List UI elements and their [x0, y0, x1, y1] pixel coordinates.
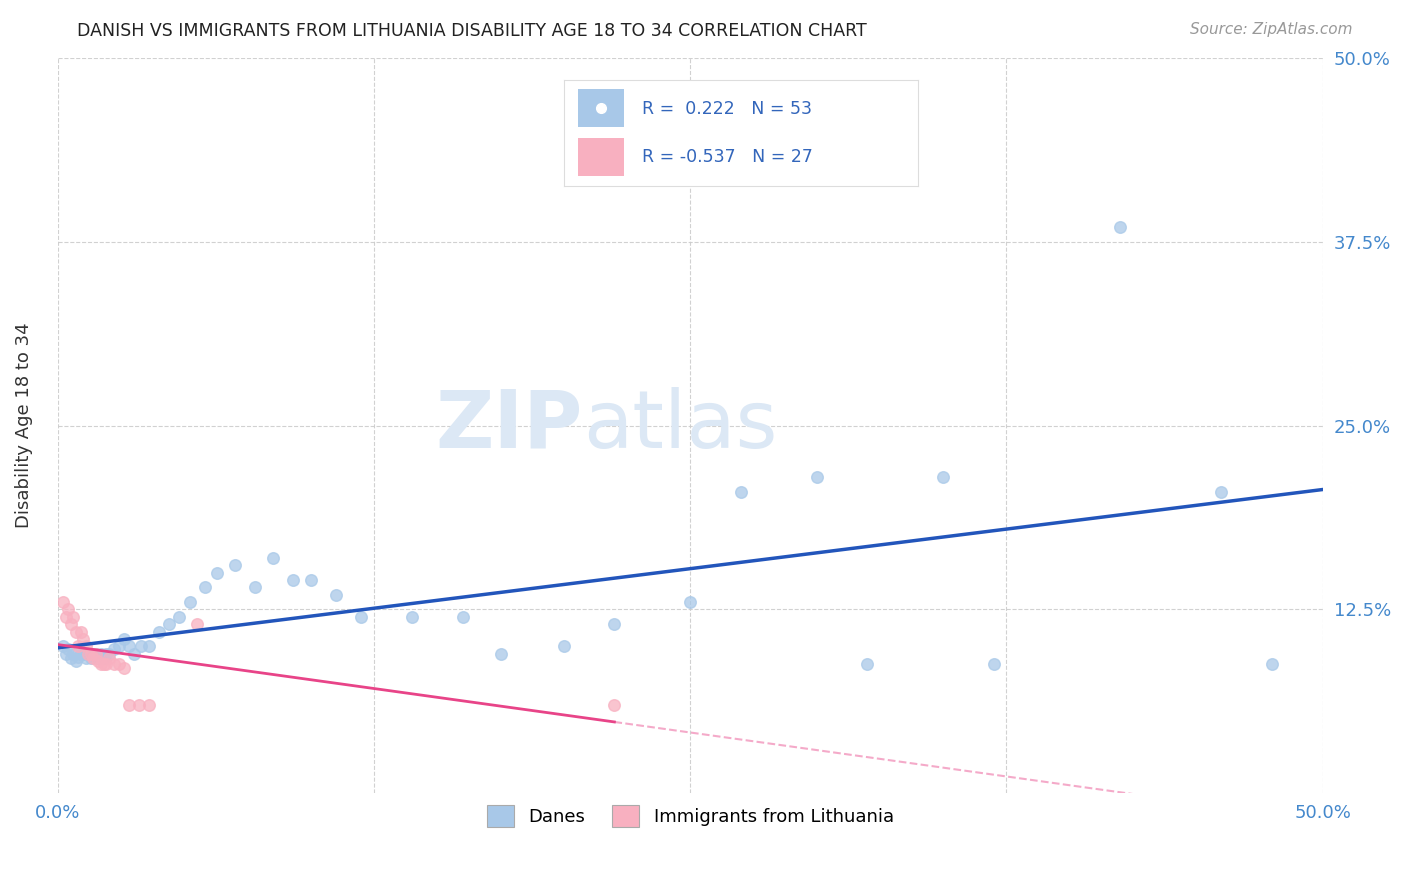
Point: [603, 698, 626, 712]
Point: [179, 595, 201, 609]
Point: [1109, 219, 1132, 234]
Point: [67, 639, 90, 653]
Point: [65, 654, 87, 668]
Point: [186, 617, 208, 632]
Point: [299, 573, 322, 587]
Point: [489, 647, 512, 661]
Point: [82, 647, 104, 661]
Point: [118, 698, 141, 712]
Point: [856, 657, 879, 671]
Point: [118, 639, 141, 653]
Point: [103, 642, 125, 657]
Point: [90, 657, 112, 671]
Text: atlas: atlas: [582, 386, 778, 465]
Point: [56, 642, 79, 657]
Point: [983, 657, 1005, 671]
Point: [131, 639, 153, 653]
Point: [224, 558, 246, 573]
Point: [52, 639, 75, 653]
Point: [1211, 484, 1233, 499]
Point: [122, 647, 145, 661]
Y-axis label: Disability Age 18 to 34: Disability Age 18 to 34: [15, 323, 32, 528]
Point: [350, 609, 373, 624]
Point: [283, 573, 305, 587]
Point: [65, 624, 87, 639]
Point: [148, 624, 170, 639]
Point: [87, 651, 110, 665]
Point: [94, 647, 117, 661]
Point: [84, 647, 107, 661]
Point: [262, 550, 284, 565]
Point: [194, 580, 217, 594]
Text: DANISH VS IMMIGRANTS FROM LITHUANIA DISABILITY AGE 18 TO 34 CORRELATION CHART: DANISH VS IMMIGRANTS FROM LITHUANIA DISA…: [77, 22, 868, 40]
Point: [80, 647, 103, 661]
Point: [55, 609, 77, 624]
Text: Source: ZipAtlas.com: Source: ZipAtlas.com: [1189, 22, 1353, 37]
Point: [107, 657, 129, 671]
Point: [84, 647, 107, 661]
Point: [93, 651, 115, 665]
Point: [932, 470, 955, 484]
Point: [93, 657, 115, 671]
Point: [553, 639, 575, 653]
Legend: Danes, Immigrants from Lithuania: Danes, Immigrants from Lithuania: [478, 796, 903, 836]
Point: [75, 639, 97, 653]
Point: [55, 647, 77, 661]
Point: [806, 470, 828, 484]
Point: [603, 617, 626, 632]
Point: [56, 602, 79, 616]
Point: [87, 654, 110, 668]
Point: [62, 647, 84, 661]
Point: [112, 632, 135, 646]
Point: [80, 651, 103, 665]
Point: [128, 698, 150, 712]
Point: [451, 609, 474, 624]
Point: [94, 657, 117, 671]
Point: [97, 647, 120, 661]
Point: [112, 661, 135, 675]
Point: [82, 651, 104, 665]
Point: [97, 651, 120, 665]
Point: [90, 647, 112, 661]
Point: [69, 647, 91, 661]
Point: [325, 588, 347, 602]
Point: [72, 632, 94, 646]
Point: [1261, 657, 1284, 671]
Point: [52, 595, 75, 609]
Point: [157, 617, 180, 632]
Point: [67, 649, 90, 664]
Point: [75, 651, 97, 665]
Text: ZIP: ZIP: [436, 386, 582, 465]
Point: [679, 595, 702, 609]
Point: [138, 639, 160, 653]
Point: [401, 609, 423, 624]
Point: [59, 617, 82, 632]
Point: [169, 609, 191, 624]
Point: [107, 639, 129, 653]
Point: [72, 647, 94, 661]
Point: [77, 647, 100, 661]
Point: [138, 698, 160, 712]
Point: [207, 566, 229, 580]
Point: [69, 624, 91, 639]
Point: [730, 484, 752, 499]
Point: [77, 647, 100, 661]
Point: [245, 580, 267, 594]
Point: [62, 609, 84, 624]
Point: [103, 657, 125, 671]
Point: [59, 651, 82, 665]
